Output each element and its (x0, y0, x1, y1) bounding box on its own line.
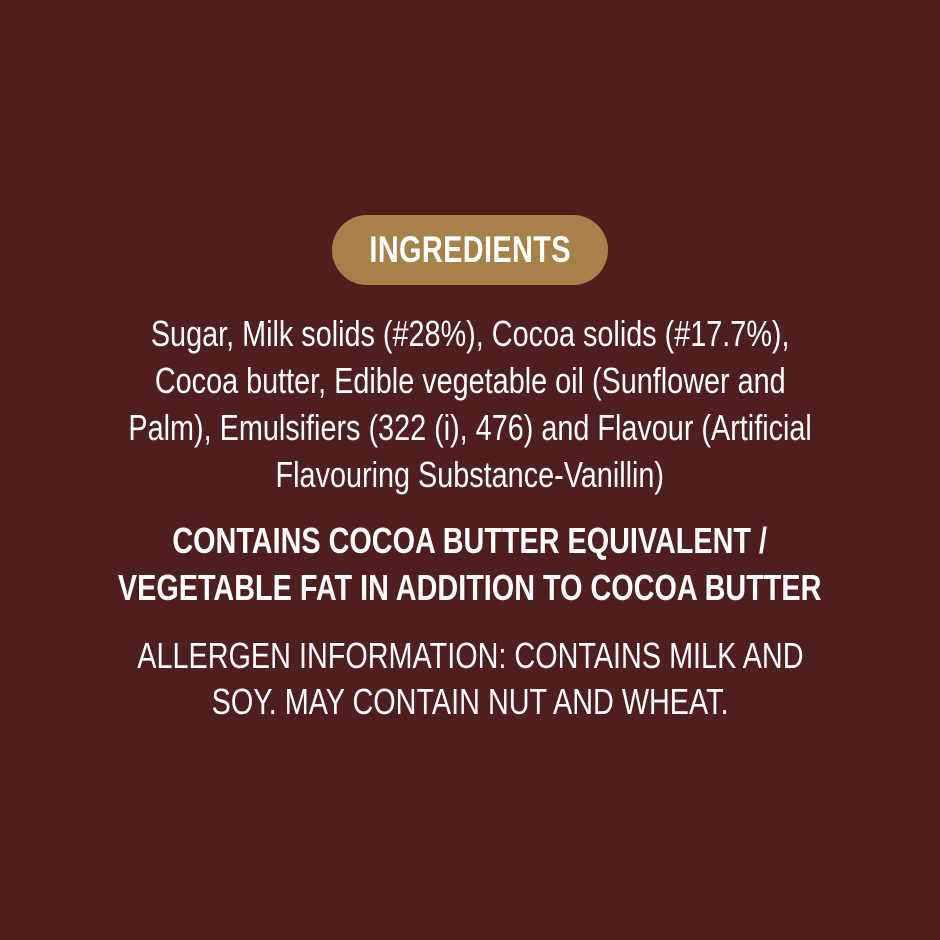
ingredients-badge: INGREDIENTS (332, 215, 608, 285)
notice-line-text: VEGETABLE FAT IN ADDITION TO COCOA BUTTE… (118, 567, 822, 608)
allergen-information: ALLERGEN INFORMATION: CONTAINS MILK AND … (0, 633, 940, 725)
cocoa-butter-notice: CONTAINS COCOA BUTTER EQUIVALENT / VEGET… (0, 517, 940, 611)
allergen-line: SOY. MAY CONTAIN NUT AND WHEAT. (0, 679, 940, 725)
ingredients-list: Sugar, Milk solids (#28%), Cocoa solids … (0, 310, 940, 498)
ingredients-line-text: Sugar, Milk solids (#28%), Cocoa solids … (150, 313, 790, 354)
notice-line-text: CONTAINS COCOA BUTTER EQUIVALENT / (172, 520, 768, 561)
ingredients-line-text: Cocoa butter, Edible vegetable oil (Sunf… (154, 360, 786, 401)
ingredients-line: Flavouring Substance-Vanillin) (0, 451, 940, 498)
ingredients-line-text: Flavouring Substance-Vanillin) (275, 454, 665, 495)
ingredients-line: Sugar, Milk solids (#28%), Cocoa solids … (0, 310, 940, 357)
ingredients-line-text: Palm), Emulsifiers (322 (i), 476) and Fl… (128, 407, 812, 448)
ingredients-title: INGREDIENTS (369, 229, 571, 270)
notice-line: VEGETABLE FAT IN ADDITION TO COCOA BUTTE… (0, 564, 940, 611)
notice-line: CONTAINS COCOA BUTTER EQUIVALENT / (0, 517, 940, 564)
allergen-line: ALLERGEN INFORMATION: CONTAINS MILK AND (0, 633, 940, 679)
allergen-line-text: SOY. MAY CONTAIN NUT AND WHEAT. (211, 681, 729, 722)
ingredients-line: Palm), Emulsifiers (322 (i), 476) and Fl… (0, 404, 940, 451)
allergen-line-text: ALLERGEN INFORMATION: CONTAINS MILK AND (136, 635, 804, 676)
ingredients-line: Cocoa butter, Edible vegetable oil (Sunf… (0, 357, 940, 404)
